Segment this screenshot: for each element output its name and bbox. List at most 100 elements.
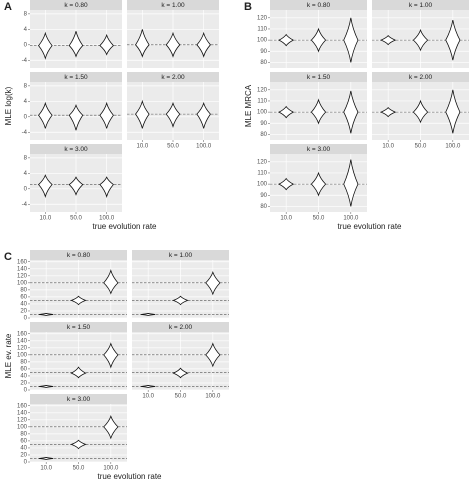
panel-label: C (4, 251, 12, 263)
violin (135, 99, 150, 129)
facet-title: k = 1.50 (64, 74, 88, 81)
y-tick-label: 110 (257, 171, 267, 177)
facet-strip (270, 72, 367, 82)
y-tick-label: 0 (24, 186, 28, 192)
facet-strip (127, 72, 219, 82)
y-tick-label: 80 (260, 204, 267, 210)
facet-strip (30, 0, 122, 10)
y-tick-label: 40 (20, 302, 27, 308)
y-axis-title: MLE MRCA (244, 84, 253, 127)
violin (68, 103, 84, 131)
y-tick-label: 140 (17, 410, 28, 416)
y-tick-label: 90 (260, 49, 267, 55)
x-tick-label: 100.0 (103, 466, 119, 472)
y-tick-label: 90 (260, 121, 267, 127)
violin (135, 29, 150, 58)
y-tick-label: 110 (257, 27, 267, 33)
facet-strip (132, 250, 229, 260)
violin (141, 313, 156, 316)
facet-title: k = 2.00 (169, 324, 193, 331)
facet-title: k = 0.80 (64, 2, 88, 9)
y-tick-label: 100 (257, 182, 268, 188)
facet-title: k = 0.80 (307, 2, 331, 9)
y-tick-label: 0 (24, 460, 28, 466)
y-tick-label: 4 (24, 27, 28, 33)
y-tick-label: 60 (20, 438, 27, 444)
violin (70, 295, 87, 306)
y-tick-label: 100 (17, 280, 28, 286)
y-tick-label: 40 (20, 446, 27, 452)
y-tick-label: -4 (22, 202, 28, 208)
facet-title: k = 1.00 (161, 2, 185, 9)
violin (68, 31, 84, 58)
x-tick-label: 100.0 (445, 144, 461, 150)
y-tick-label: 0 (24, 388, 28, 394)
violin (205, 271, 221, 296)
y-tick-label: 100 (257, 110, 268, 116)
y-tick-label: 90 (260, 193, 267, 199)
x-tick-label: 10.0 (382, 144, 394, 150)
y-axis-title: MLE ev. rate (4, 333, 13, 378)
y-tick-label: 8 (24, 155, 28, 161)
y-tick-label: 120 (17, 417, 28, 423)
y-tick-label: 160 (17, 331, 28, 337)
facet-strip (372, 0, 469, 10)
violin (38, 174, 53, 199)
facet-title: k = 1.00 (169, 252, 193, 259)
violin (278, 33, 295, 47)
violin (39, 313, 54, 316)
violin (445, 89, 461, 134)
violin (99, 33, 114, 56)
facet-strip (132, 322, 229, 332)
x-tick-label: 100.0 (99, 216, 115, 222)
y-tick-label: 120 (257, 87, 268, 93)
y-tick-label: 80 (20, 431, 27, 437)
y-tick-label: 120 (17, 345, 28, 351)
y-tick-label: -4 (22, 58, 28, 64)
x-axis-title: true evolution rate (92, 222, 157, 231)
facet-strip (30, 250, 127, 260)
violin (310, 27, 327, 53)
violin (445, 19, 461, 61)
facet-title: k = 2.00 (409, 74, 433, 81)
y-tick-label: 0 (24, 316, 28, 322)
violin (70, 439, 87, 450)
y-tick-label: 0 (24, 114, 28, 120)
violin (38, 101, 53, 129)
facet-strip (372, 72, 469, 82)
x-tick-label: 100.0 (205, 394, 221, 400)
y-tick-label: 60 (20, 294, 27, 300)
panel-label: A (4, 1, 12, 13)
y-tick-label: 20 (20, 381, 27, 387)
violin (196, 101, 211, 129)
violin (103, 415, 119, 440)
facet-strip (127, 0, 219, 10)
violin (103, 342, 119, 369)
violin (70, 366, 87, 379)
violin (165, 31, 181, 58)
x-axis-title: true evolution rate (337, 222, 402, 231)
facet-strip (270, 0, 367, 10)
y-tick-label: 20 (20, 453, 27, 459)
violin (103, 269, 119, 295)
facet-strip (30, 144, 122, 154)
y-tick-label: 8 (24, 11, 28, 17)
x-tick-label: 10.0 (136, 144, 148, 150)
x-tick-label: 10.0 (142, 394, 154, 400)
x-tick-label: 50.0 (313, 216, 325, 222)
y-tick-label: 4 (24, 99, 28, 105)
violin (99, 176, 114, 199)
y-tick-label: 4 (24, 171, 28, 177)
facet-strip (30, 394, 127, 404)
y-tick-label: 100 (17, 352, 28, 358)
y-tick-label: 80 (20, 287, 27, 293)
violin (380, 35, 397, 46)
violin (343, 17, 359, 63)
x-tick-label: 10.0 (40, 466, 52, 472)
x-tick-label: 50.0 (175, 394, 187, 400)
y-tick-label: 120 (257, 15, 268, 21)
y-tick-label: 20 (20, 309, 27, 315)
y-tick-label: 8 (24, 83, 28, 89)
y-tick-label: 140 (17, 266, 28, 272)
facet-title: k = 2.00 (161, 74, 185, 81)
